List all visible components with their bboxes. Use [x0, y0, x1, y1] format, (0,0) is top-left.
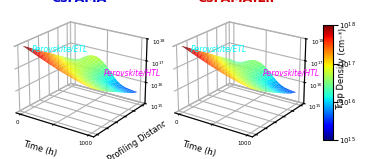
X-axis label: Time (h): Time (h): [22, 139, 58, 158]
Title: CsFAMA:LiF: CsFAMA:LiF: [198, 0, 279, 5]
X-axis label: Time (h): Time (h): [181, 139, 217, 158]
Y-axis label: Profiling Distance: Profiling Distance: [106, 117, 173, 159]
Title: CsFAMA: CsFAMA: [52, 0, 107, 5]
